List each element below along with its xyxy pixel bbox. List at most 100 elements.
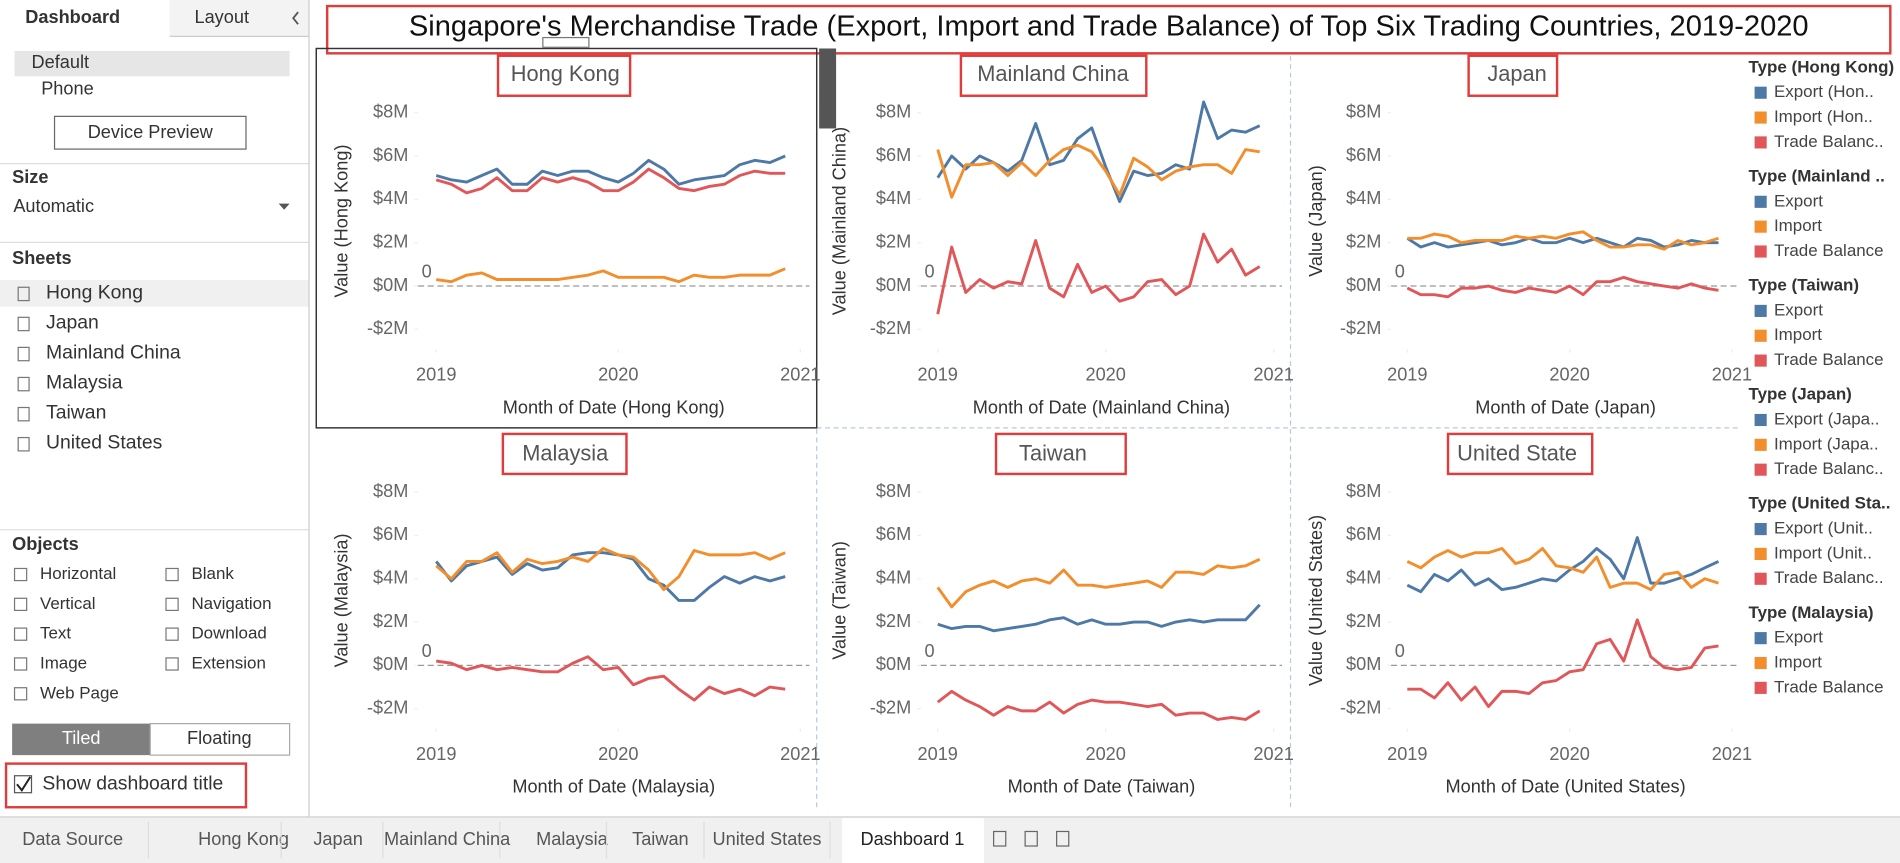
- objects-heading: Objects: [12, 534, 79, 554]
- legend-label[interactable]: Trade Balance: [1774, 350, 1884, 369]
- show-title-label[interactable]: Show dashboard title: [42, 772, 223, 794]
- legend-label[interactable]: Import: [1774, 325, 1822, 344]
- y-tick-label: $2M: [1346, 231, 1381, 251]
- object-item[interactable]: Web Page: [40, 683, 119, 702]
- y-tick-label: $6M: [373, 145, 408, 165]
- drag-handle[interactable]: [542, 36, 590, 48]
- y-tick-label: $6M: [1346, 145, 1381, 165]
- object-item[interactable]: Blank: [191, 564, 234, 583]
- sheet-tab[interactable]: Mainland China: [384, 829, 511, 849]
- new-sheet-icon[interactable]: [993, 830, 1007, 847]
- series-line: [936, 557, 1261, 609]
- legend-label[interactable]: Import (Japa..: [1774, 434, 1879, 453]
- sheet-icon: [17, 286, 30, 302]
- object-item[interactable]: Image: [40, 653, 87, 672]
- legend-swatch: [1754, 195, 1767, 208]
- object-item[interactable]: Horizontal: [40, 564, 116, 583]
- y-tick-label: $4M: [876, 188, 911, 208]
- legend-label[interactable]: Export: [1774, 628, 1823, 647]
- legend-title: Type (Japan): [1749, 385, 1852, 404]
- series-line: [435, 167, 786, 195]
- y-tick-label: $2M: [373, 611, 408, 631]
- highlight-box: [994, 432, 1127, 476]
- legend-label[interactable]: Trade Balanc..: [1774, 568, 1884, 587]
- x-tick-label: 2019: [416, 744, 456, 764]
- device-phone[interactable]: Phone: [41, 78, 94, 98]
- size-heading: Size: [12, 167, 48, 187]
- sheet-tab[interactable]: Hong Kong: [198, 829, 289, 849]
- legend-label[interactable]: Import: [1774, 652, 1822, 671]
- x-axis-title: Month of Date (United States): [1445, 777, 1685, 797]
- object-icon: [165, 567, 179, 582]
- object-icon: [13, 627, 28, 641]
- layout-tab[interactable]: Layout: [194, 7, 249, 27]
- sheet-item[interactable]: Taiwan: [46, 402, 106, 424]
- legend-label[interactable]: Export (Hon..: [1774, 82, 1874, 101]
- legend-label[interactable]: Export (Unit..: [1774, 519, 1873, 538]
- object-item[interactable]: Vertical: [40, 594, 96, 613]
- y-tick-label: $6M: [876, 524, 911, 544]
- series-line: [436, 267, 786, 284]
- sheet-item[interactable]: United States: [46, 432, 162, 454]
- series-line: [936, 689, 1261, 721]
- x-tick-label: 2021: [1253, 744, 1293, 764]
- sheet-item[interactable]: Mainland China: [46, 342, 181, 364]
- sheet-tab[interactable]: Japan: [313, 829, 362, 849]
- zone-toolbar[interactable]: [819, 48, 837, 129]
- legend-label[interactable]: Trade Balance: [1774, 677, 1884, 696]
- device-default[interactable]: Default: [32, 52, 90, 72]
- sheet-tab[interactable]: Malaysia: [536, 829, 609, 849]
- y-tick-label: -$2M: [1340, 318, 1381, 338]
- size-value[interactable]: Automatic: [13, 196, 94, 216]
- new-dashboard-icon[interactable]: [1024, 830, 1038, 847]
- object-item[interactable]: Download: [191, 624, 266, 643]
- reference-label: 0: [1395, 261, 1405, 281]
- y-tick-label: $6M: [876, 145, 911, 165]
- y-tick-label: -$2M: [367, 318, 408, 338]
- dashboard-tab[interactable]: Dashboard: [25, 7, 120, 27]
- legend-swatch: [1754, 523, 1767, 536]
- object-item[interactable]: Extension: [191, 653, 265, 672]
- object-item[interactable]: Navigation: [191, 594, 271, 613]
- series-line: [1406, 536, 1720, 594]
- legend-label[interactable]: Import: [1774, 216, 1822, 235]
- object-icon: [13, 567, 28, 582]
- y-tick-label: $0M: [373, 275, 408, 295]
- tiled-button[interactable]: [12, 723, 151, 756]
- sheet-tab[interactable]: United States: [713, 829, 822, 849]
- legend-label[interactable]: Trade Balanc..: [1774, 459, 1884, 478]
- legend-swatch: [1754, 111, 1767, 124]
- object-icon: [165, 657, 179, 671]
- object-item[interactable]: Text: [40, 624, 71, 643]
- legend-label[interactable]: Export (Japa..: [1774, 409, 1880, 428]
- chart-title: Hong Kong: [511, 61, 620, 86]
- sheet-tab[interactable]: Data Source: [22, 829, 123, 849]
- sheet-tab[interactable]: Taiwan: [632, 829, 689, 849]
- collapse-icon[interactable]: [292, 11, 299, 25]
- floating-label: Floating: [187, 728, 252, 748]
- new-story-icon[interactable]: [1056, 830, 1070, 847]
- x-tick-label: 2020: [1085, 365, 1125, 385]
- floating-button[interactable]: [149, 723, 291, 756]
- legend-label[interactable]: Trade Balanc..: [1774, 132, 1884, 151]
- sheet-item[interactable]: Malaysia: [46, 372, 123, 394]
- object-icon: [13, 657, 28, 671]
- dashboard-title: Singapore's Merchandise Trade (Export, I…: [409, 11, 1809, 43]
- dropdown-icon[interactable]: [278, 203, 290, 210]
- legend-label[interactable]: Trade Balance: [1774, 241, 1884, 260]
- y-axis-title: Value (Mainland China): [830, 127, 850, 315]
- y-axis-title: Value (Malaysia): [332, 533, 352, 667]
- x-axis-title: Month of Date (Mainland China): [973, 397, 1230, 417]
- sheets-heading: Sheets: [12, 248, 72, 268]
- legend-label[interactable]: Export: [1774, 191, 1823, 210]
- sheet-tab[interactable]: Dashboard 1: [860, 829, 964, 849]
- x-tick-label: 2020: [1549, 365, 1589, 385]
- legend-label[interactable]: Import (Unit..: [1774, 543, 1872, 562]
- legend-label[interactable]: Import (Hon..: [1774, 107, 1873, 126]
- sheet-item[interactable]: Hong Kong: [46, 281, 143, 303]
- legend-label[interactable]: Export: [1774, 300, 1823, 319]
- sheet-item[interactable]: Japan: [46, 312, 99, 334]
- device-preview-button[interactable]: [53, 115, 247, 150]
- reference-label: 0: [422, 261, 432, 281]
